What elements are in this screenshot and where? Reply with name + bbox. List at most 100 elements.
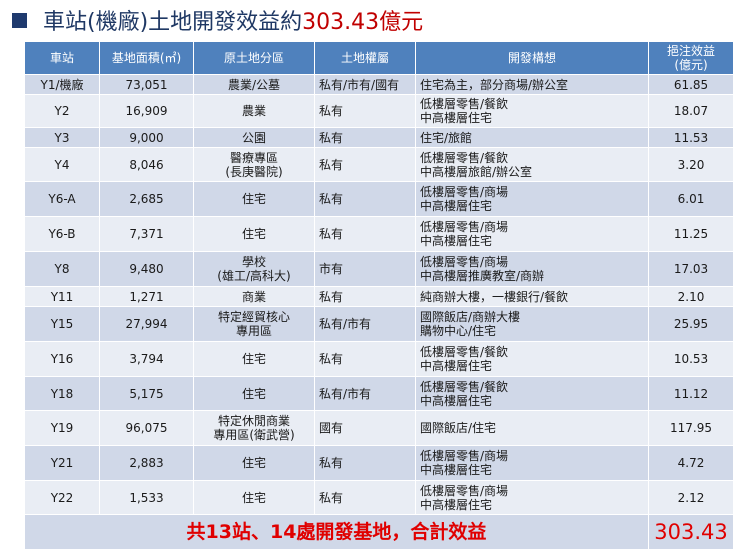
cell-area: 16,909	[99, 94, 194, 128]
cell-plan-line: 中高樓層住宅	[420, 234, 493, 248]
cell-area: 1,533	[99, 480, 194, 515]
cell-zoning: 住宅	[193, 376, 315, 411]
cell-zoning-line: 住宅	[241, 386, 266, 401]
cell-zoning-line: 住宅	[241, 352, 266, 366]
slide-title: 車站(機廠)土地開發效益約303.43億元	[10, 0, 750, 40]
cell-plan-line: 中高樓層推廣教室/商辦	[420, 269, 545, 283]
table-row: Y15 27,994 特定經貿核心 專用區 私有/市有 國際飯店/商辦大樓 購物中心/住宅 2…	[24, 306, 734, 342]
table-row: Y4 8,046 醫療專區 (長庚醫院) 私有 低樓層零售/餐飲 中高樓層旅館/辦公室 3.2…	[24, 147, 734, 182]
cell-zoning-line: 公園	[241, 130, 266, 145]
cell-plan-line: 低樓層零售/商場	[420, 255, 509, 269]
cell-zoning: 商業	[193, 286, 315, 307]
table-header-row: 車站 基地面積(㎡) 原土地分區 土地權屬 開發構想 挹注效益 (億元)	[24, 41, 734, 75]
header-benefit: 挹注效益 (億元)	[648, 41, 734, 75]
table-row: Y6-A 2,685 住宅 私有 低樓層零售/商場 中高樓層住宅 6.01	[24, 181, 734, 217]
table-row: Y16 3,794 住宅 私有 低樓層零售/餐飲 中高樓層住宅 10.53	[24, 341, 734, 377]
cell-zoning: 學校 (雄工/高科大)	[193, 251, 315, 287]
cell-zoning-line: 住宅	[241, 456, 266, 470]
cell-plan-line: 購物中心/住宅	[420, 324, 497, 338]
header-benefit-line2: (億元)	[674, 58, 708, 72]
header-ownership: 土地權屬	[314, 41, 416, 75]
cell-plan-line: 低樓層零售/餐飲	[420, 345, 509, 359]
table-row: Y8 9,480 學校 (雄工/高科大) 市有 低樓層零售/商場 中高樓層推廣教室/商辦 17…	[24, 251, 734, 287]
cell-plan: 低樓層零售/商場 中高樓層住宅	[415, 480, 649, 515]
cell-zoning: 住宅	[193, 445, 315, 481]
cell-benefit: 17.03	[648, 251, 734, 287]
cell-ownership: 國有	[314, 410, 416, 446]
cell-benefit: 6.01	[648, 181, 734, 217]
cell-ownership: 私有	[314, 127, 416, 148]
cell-plan-line: 中高樓層住宅	[420, 393, 493, 408]
cell-station: Y8	[24, 251, 100, 287]
cell-station: Y2	[24, 94, 100, 128]
cell-plan-line: 純商辦大樓，一樓銀行/餐飲	[420, 289, 569, 304]
cell-zoning-line: 住宅	[241, 490, 266, 505]
table-row: Y18 5,175 住宅 私有/市有 低樓層零售/餐飲 中高樓層住宅 11.12	[24, 376, 734, 411]
cell-ownership: 私有	[314, 341, 416, 377]
header-station: 車站	[24, 41, 100, 75]
cell-station: Y16	[24, 341, 100, 377]
title-text: 車站(機廠)土地開發效益約303.43億元	[43, 4, 423, 36]
cell-zoning-line: 商業	[241, 289, 266, 304]
table-row: Y22 1,533 住宅 私有 低樓層零售/商場 中高樓層住宅 2.12	[24, 480, 734, 515]
cell-zoning: 特定休閒商業 專用區(衛武營)	[193, 410, 315, 446]
cell-benefit: 2.10	[648, 286, 734, 307]
cell-plan-line: 住宅/旅館	[420, 130, 473, 145]
cell-zoning: 農業/公墓	[193, 74, 315, 95]
cell-area: 1,271	[99, 286, 194, 307]
cell-zoning-line: 農業	[241, 104, 266, 118]
cell-zoning: 住宅	[193, 341, 315, 377]
square-bullet-icon	[12, 12, 27, 28]
table-row: Y21 2,883 住宅 私有 低樓層零售/商場 中高樓層住宅 4.72	[24, 445, 734, 481]
title-main: 車站(機廠)土地開發效益約	[43, 10, 303, 35]
cell-ownership: 私有/市有/國有	[314, 74, 416, 95]
cell-benefit: 3.20	[648, 147, 734, 182]
cell-plan-line: 低樓層零售/餐飲	[420, 97, 509, 111]
cell-zoning: 公園	[193, 127, 315, 148]
cell-zoning-line: 住宅	[241, 192, 266, 206]
cell-plan-line: 中高樓層住宅	[420, 497, 493, 512]
cell-zoning-line: 特定休閒商業	[217, 414, 290, 428]
cell-plan: 低樓層零售/餐飲 中高樓層住宅	[415, 376, 649, 411]
cell-zoning-line: 專用區(衛武營)	[213, 428, 295, 442]
cell-plan: 低樓層零售/餐飲 中高樓層旅館/辦公室	[415, 147, 649, 182]
cell-ownership: 私有	[314, 147, 416, 182]
cell-plan: 低樓層零售/商場 中高樓層住宅	[415, 181, 649, 217]
cell-plan: 住宅為主，部分商場/辦公室	[415, 74, 649, 95]
total-value: 303.43	[648, 514, 734, 550]
cell-plan: 住宅/旅館	[415, 127, 649, 148]
cell-zoning: 住宅	[193, 181, 315, 217]
cell-zoning: 住宅	[193, 216, 315, 252]
cell-plan-line: 低樓層零售/餐飲	[420, 150, 509, 165]
cell-ownership: 私有	[314, 181, 416, 217]
cell-station: Y11	[24, 286, 100, 307]
cell-zoning-line: 專用區	[235, 324, 272, 338]
cell-plan: 純商辦大樓，一樓銀行/餐飲	[415, 286, 649, 307]
cell-station: Y22	[24, 480, 100, 515]
cell-station: Y18	[24, 376, 100, 411]
cell-ownership: 市有	[314, 251, 416, 287]
cell-plan-line: 國際飯店/商辦大樓	[420, 310, 521, 324]
cell-ownership: 私有	[314, 216, 416, 252]
cell-zoning-line: 住宅	[241, 227, 266, 241]
cell-plan: 國際飯店/住宅	[415, 410, 649, 446]
cell-station: Y1/機廠	[24, 74, 100, 95]
cell-benefit: 11.12	[648, 376, 734, 411]
cell-plan-line: 中高樓層住宅	[420, 359, 493, 373]
table-row: Y3 9,000 公園 私有 住宅/旅館 11.53	[24, 127, 734, 148]
cell-benefit: 61.85	[648, 74, 734, 95]
cell-plan-line: 低樓層零售/商場	[420, 483, 509, 498]
cell-ownership: 私有	[314, 286, 416, 307]
cell-area: 5,175	[99, 376, 194, 411]
cell-plan: 低樓層零售/商場 中高樓層推廣教室/商辦	[415, 251, 649, 287]
cell-plan-line: 低樓層零售/商場	[420, 185, 509, 199]
table-row: Y11 1,271 商業 私有 純商辦大樓，一樓銀行/餐飲 2.10	[24, 286, 734, 307]
cell-area: 9,000	[99, 127, 194, 148]
cell-area: 27,994	[99, 306, 194, 342]
header-benefit-line1: 挹注效益	[666, 44, 715, 58]
table-row: Y6-B 7,371 住宅 私有 低樓層零售/商場 中高樓層住宅 11.25	[24, 216, 734, 252]
cell-zoning: 農業	[193, 94, 315, 128]
cell-area: 2,883	[99, 445, 194, 481]
cell-plan: 低樓層零售/商場 中高樓層住宅	[415, 216, 649, 252]
cell-plan: 低樓層零售/商場 中高樓層住宅	[415, 445, 649, 481]
